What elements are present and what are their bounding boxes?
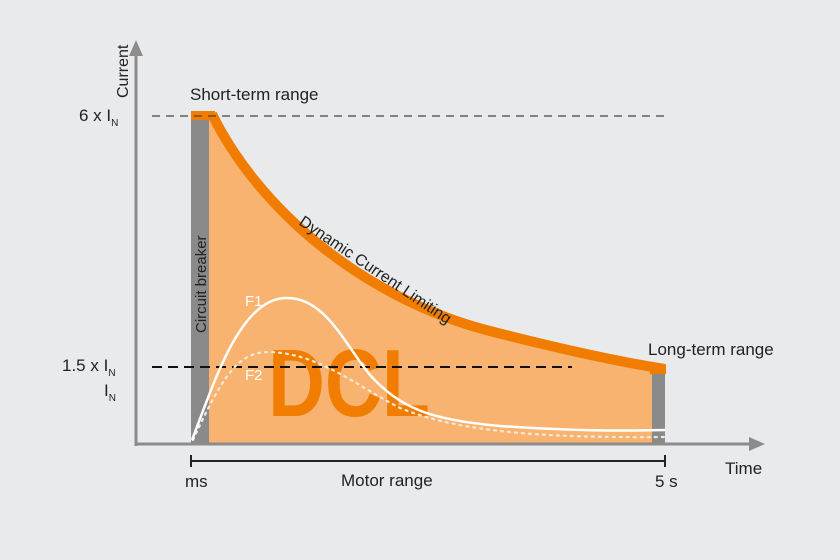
y-axis-arrow [129, 40, 143, 56]
x-axis-label: Time [725, 459, 762, 478]
circuit-breaker-bar [191, 117, 209, 444]
six-in-label: 6 x IN [79, 106, 118, 129]
f2-curve [191, 350, 667, 442]
f2-label: F2 [245, 367, 263, 384]
y-axis-label: Current [115, 44, 132, 98]
x-tick-ms: ms [185, 472, 208, 491]
in-label: IN [104, 381, 116, 404]
one-five-in-label: 1.5 x IN [62, 356, 116, 379]
circuit-breaker-label: Circuit breaker [193, 235, 210, 333]
x-tick-5s: 5 s [655, 472, 678, 491]
dynamic-current-curve [207, 111, 666, 374]
short-term-label: Short-term range [190, 85, 319, 104]
dcl-area [209, 117, 652, 444]
long-term-cap [650, 365, 666, 374]
motor-range-label: Motor range [341, 471, 433, 490]
x-axis-arrow [749, 437, 765, 451]
long-term-bar [652, 372, 665, 444]
long-term-label: Long-term range [648, 340, 774, 359]
f1-label: F1 [245, 293, 263, 310]
f1-curve [190, 296, 666, 441]
short-term-cap [191, 111, 215, 120]
